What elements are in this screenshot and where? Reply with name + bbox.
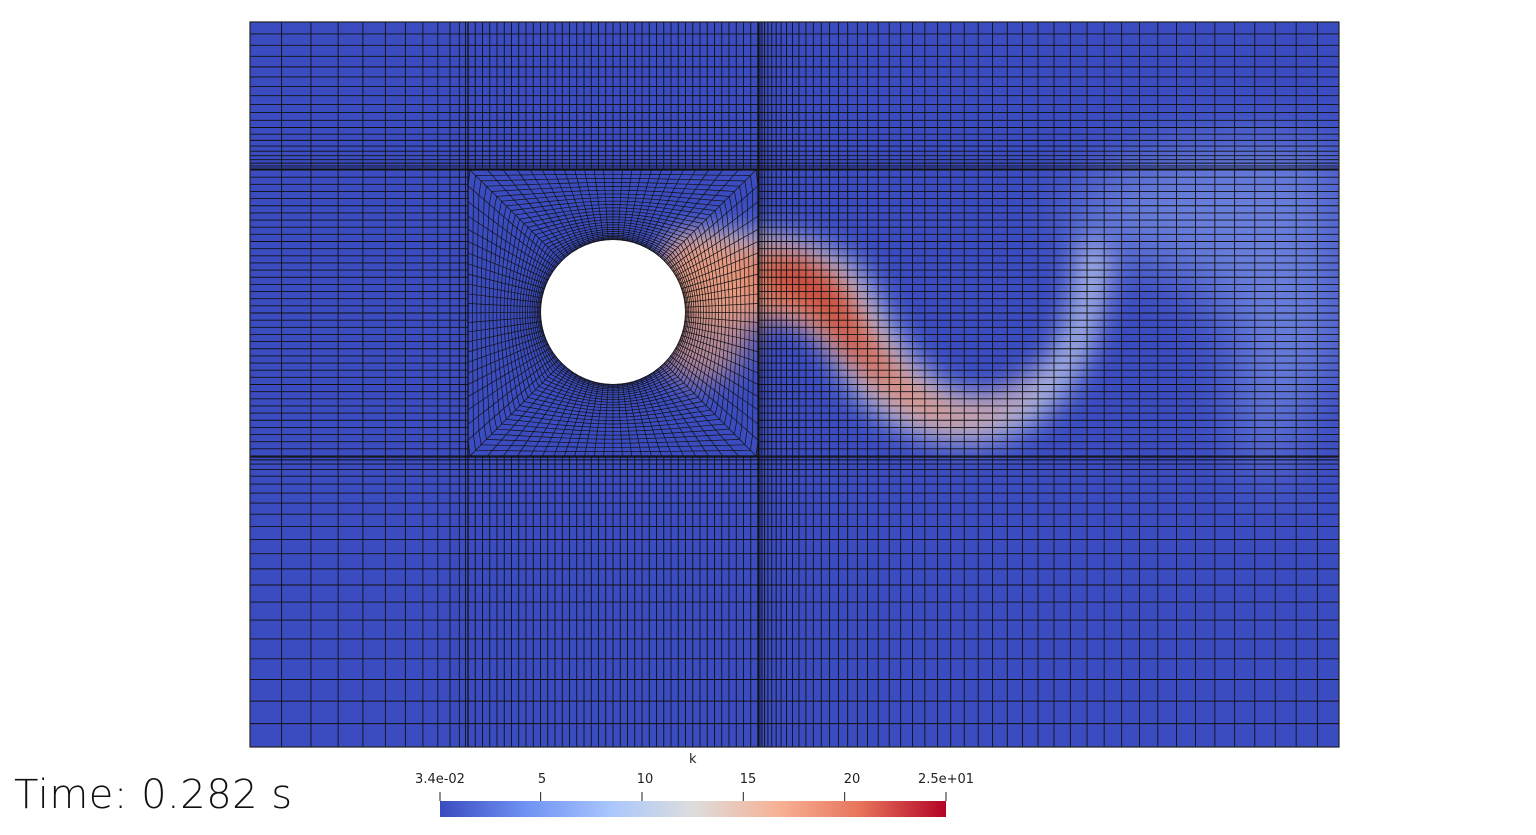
far-wake-glow xyxy=(1060,142,1339,520)
colorbar-title: k xyxy=(689,752,697,767)
colorbar-tick-label: 10 xyxy=(636,772,654,787)
colorbar-tick-label: 5 xyxy=(537,772,547,787)
mesh-lines xyxy=(250,22,1339,747)
domain-border xyxy=(249,21,1340,748)
colorbar-tick-label: 3.4e-02 xyxy=(415,772,465,787)
colorbar-ticks xyxy=(439,792,947,801)
colorbar-tick-label: 2.5e+01 xyxy=(917,772,975,787)
time-label: Time: 0.282 s xyxy=(14,772,293,818)
cylinder-obstacle xyxy=(541,240,685,384)
colorbar-tick-label: 20 xyxy=(843,772,861,787)
colorbar-gradient xyxy=(440,801,946,817)
colorbar-tick-label: 15 xyxy=(739,772,757,787)
